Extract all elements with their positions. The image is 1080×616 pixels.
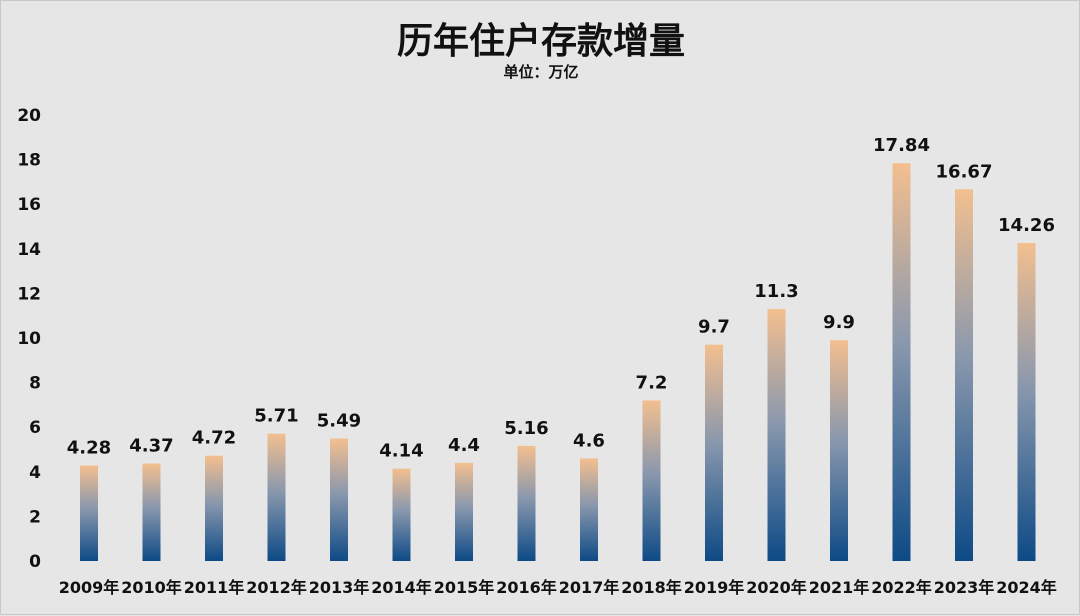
bar [767, 309, 786, 561]
data-label: 7.2 [636, 372, 668, 393]
x-tick-label: 2009年 [59, 578, 120, 597]
x-tick-label: 2012年 [246, 578, 307, 597]
y-tick-label: 2 [29, 507, 41, 527]
x-tick-label: 2015年 [434, 578, 495, 597]
y-tick-label: 8 [29, 374, 41, 394]
data-label: 4.72 [192, 428, 236, 449]
bars: 4.28 4.37 4.72 5.71 5.49 4.14 4.4 5.16 4.6 7.2 9.7… [67, 135, 1055, 561]
bar [455, 462, 473, 561]
data-label: 5.16 [504, 418, 548, 439]
bar [517, 445, 536, 561]
bar [1017, 243, 1036, 561]
y-tick-label: 20 [17, 106, 41, 126]
x-tick-label: 2014年 [371, 578, 432, 597]
chart-title: 历年住户存款增量 [397, 21, 685, 62]
x-tick-label: 2010年 [121, 578, 182, 597]
data-label: 17.84 [873, 135, 930, 156]
data-label: 5.71 [254, 406, 298, 427]
data-label: 4.28 [67, 438, 111, 459]
y-tick-label: 18 [17, 151, 41, 171]
y-tick-label: 6 [29, 418, 41, 438]
x-tick-label: 2023年 [934, 578, 995, 597]
bar [705, 344, 723, 561]
bar [330, 438, 348, 561]
bar [642, 400, 661, 561]
data-label: 14.26 [998, 215, 1055, 236]
x-tick-label: 2021年 [809, 578, 870, 597]
data-label: 4.6 [573, 430, 605, 451]
x-tick-label: 2018年 [621, 578, 682, 597]
bar [80, 465, 98, 561]
y-tick-label: 0 [29, 552, 41, 572]
data-label: 4.4 [448, 435, 480, 456]
data-label: 11.3 [754, 281, 798, 302]
y-tick-label: 4 [29, 463, 41, 483]
bar [392, 468, 411, 561]
data-label: 9.7 [698, 317, 730, 338]
y-tick-label: 14 [17, 240, 41, 260]
x-tick-label: 2019年 [684, 578, 745, 597]
y-tick-label: 12 [17, 284, 41, 304]
x-tick-label: 2013年 [309, 578, 370, 597]
data-label: 4.37 [129, 436, 173, 457]
bar [955, 189, 973, 561]
x-axis: 2009年 2010年 2011年 2012年 2013年 2014年 2015年 2016年… [59, 578, 1057, 597]
x-tick-label: 2017年 [559, 578, 620, 597]
x-tick-label: 2024年 [996, 578, 1057, 597]
y-tick-label: 10 [17, 329, 41, 349]
x-tick-label: 2011年 [184, 578, 245, 597]
bar [205, 455, 223, 561]
data-label: 5.49 [317, 411, 361, 432]
bar [892, 163, 911, 561]
bar [580, 458, 598, 561]
data-label: 9.9 [823, 312, 855, 333]
chart-subtitle: 单位：万亿 [503, 63, 578, 81]
bar [267, 433, 286, 561]
y-axis: 0 2 4 6 8 10 12 14 16 18 20 [17, 106, 41, 572]
data-label: 16.67 [936, 161, 993, 182]
y-tick-label: 16 [17, 195, 41, 215]
x-tick-label: 2016年 [496, 578, 557, 597]
bar [830, 340, 848, 561]
x-tick-label: 2022年 [871, 578, 932, 597]
bar [142, 463, 161, 561]
data-label: 4.14 [379, 441, 423, 462]
x-tick-label: 2020年 [746, 578, 807, 597]
